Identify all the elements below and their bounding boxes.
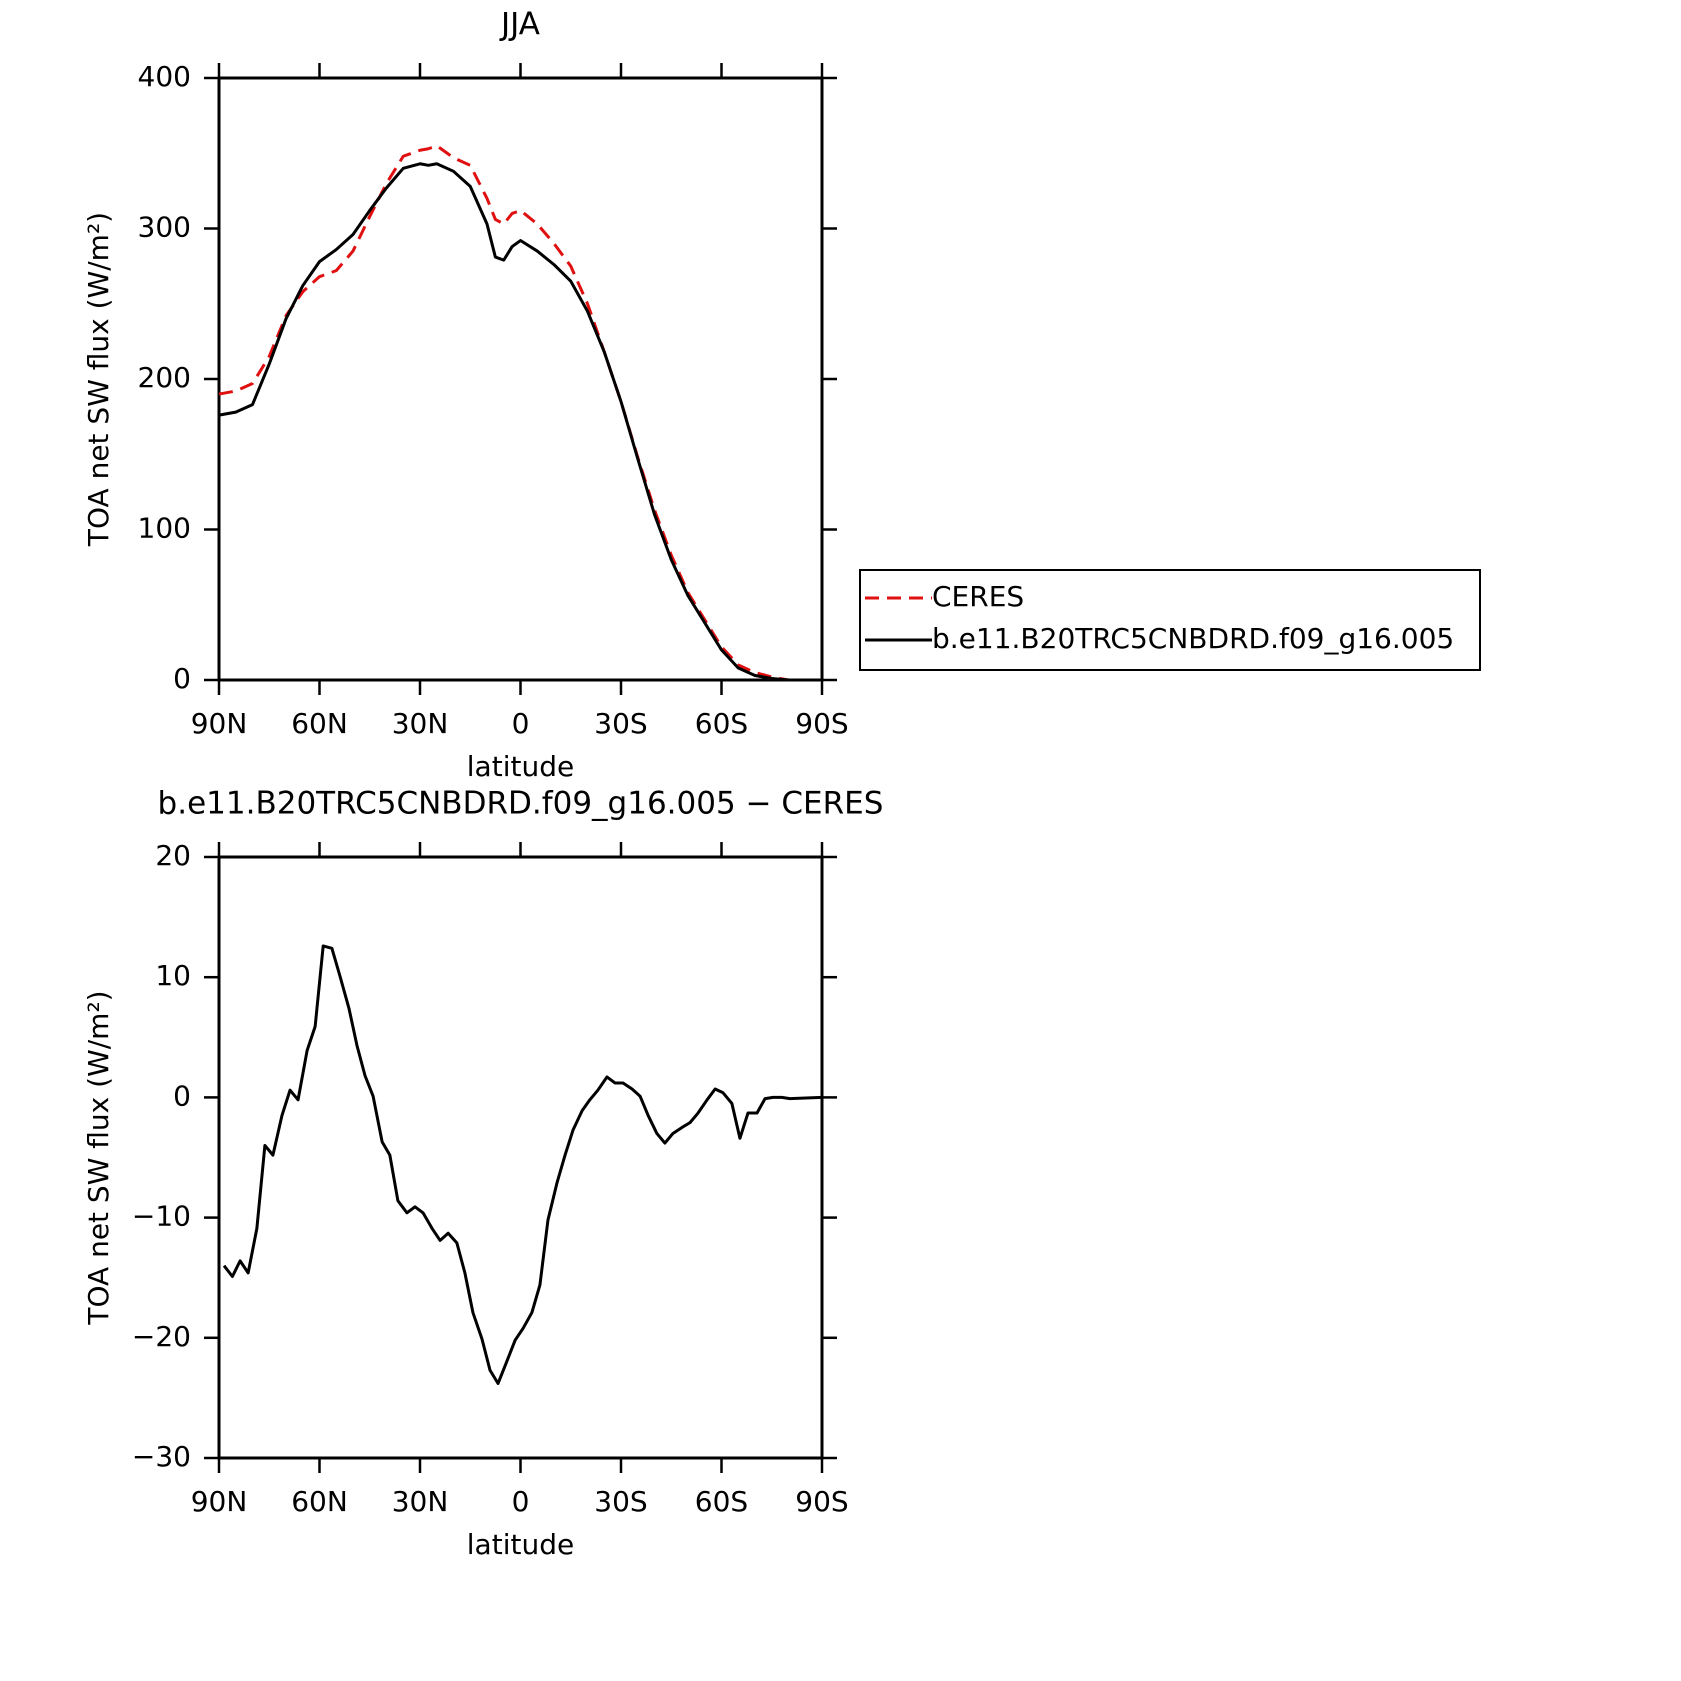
- plot-frame: [217, 855, 824, 1460]
- x-axis-label: latitude: [467, 1528, 574, 1561]
- x-tick-label: 30N: [392, 707, 449, 740]
- legend-label: CERES: [932, 580, 1024, 613]
- x-tick-label: 90N: [191, 707, 248, 740]
- y-tick-label: 100: [138, 512, 191, 545]
- x-tick-label: 30S: [594, 1485, 647, 1518]
- x-axis-label: latitude: [467, 750, 574, 783]
- y-tick-label: 200: [138, 361, 191, 394]
- x-tick-label: 60S: [695, 707, 748, 740]
- y-tick-label: 10: [155, 959, 191, 992]
- x-tick-label: 60S: [695, 1485, 748, 1518]
- y-tick-label: 0: [173, 662, 191, 695]
- y-axis-label: TOA net SW flux (W/m²): [82, 990, 115, 1325]
- legend-label: b.e11.B20TRC5CNBDRD.f09_g16.005: [932, 622, 1454, 655]
- x-tick-label: 0: [512, 707, 530, 740]
- legend-box: [859, 569, 1481, 671]
- x-tick-label: 60N: [291, 1485, 348, 1518]
- data-line: [218, 162, 822, 682]
- x-tick-label: 60N: [291, 707, 348, 740]
- y-tick-label: 20: [155, 839, 191, 872]
- x-tick-label: 0: [512, 1485, 530, 1518]
- y-tick-label: 0: [173, 1079, 191, 1112]
- y-axis-label: TOA net SW flux (W/m²): [82, 212, 115, 547]
- data-line: [222, 944, 823, 1385]
- x-tick-label: 90S: [795, 1485, 848, 1518]
- y-tick-label: −20: [132, 1320, 191, 1353]
- chart-title: b.e11.B20TRC5CNBDRD.f09_g16.005 − CERES: [158, 786, 884, 822]
- x-tick-label: 90S: [795, 707, 848, 740]
- y-tick-label: −10: [132, 1200, 191, 1233]
- data-line: [218, 144, 822, 682]
- y-tick-label: 300: [138, 211, 191, 244]
- plot-frame: [217, 76, 824, 682]
- y-tick-label: 400: [138, 60, 191, 93]
- y-tick-label: −30: [132, 1440, 191, 1473]
- x-tick-label: 30S: [594, 707, 647, 740]
- chart-title: JJA: [499, 7, 540, 43]
- x-tick-label: 90N: [191, 1485, 248, 1518]
- x-tick-label: 30N: [392, 1485, 449, 1518]
